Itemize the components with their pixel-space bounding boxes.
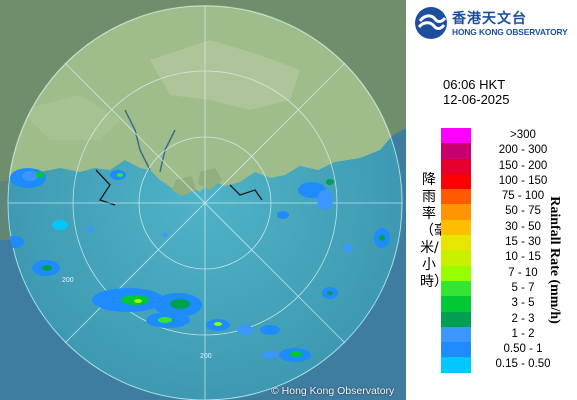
- legend-range: 3 - 5: [511, 297, 535, 310]
- observation-time: 06:06 HKT: [443, 77, 506, 92]
- legend-row: 30 - 50: [438, 219, 566, 236]
- legend-row: 10 - 15: [438, 250, 566, 266]
- legend-swatch: [441, 326, 471, 343]
- timestamp: 06:06 HKT 12-06-2025: [443, 77, 510, 107]
- legend-row: 1 - 2: [438, 326, 566, 343]
- legend-row: 15 - 30: [438, 235, 566, 251]
- radar-map: 200 200 © Hong Kong Observatory: [0, 0, 406, 400]
- legend-row: 2 - 3: [438, 311, 566, 327]
- legend-swatch: [441, 311, 471, 327]
- legend-title-english: Rainfall Rate (mm/h): [542, 175, 566, 345]
- legend-swatch: [441, 128, 471, 144]
- legend-swatch: [441, 265, 471, 281]
- legend-range: 2 - 3: [511, 312, 535, 325]
- legend-range: 5 - 7: [511, 281, 535, 294]
- legend-row: >300: [438, 128, 566, 144]
- copyright-notice: © Hong Kong Observatory: [271, 385, 395, 397]
- coastline: [95, 169, 263, 206]
- legend-range: 15 - 30: [505, 236, 541, 249]
- legend-range: 30 - 50: [505, 220, 541, 233]
- river: [124, 109, 176, 173]
- legend-range: 7 - 10: [508, 266, 538, 279]
- range-label: 200: [200, 353, 212, 360]
- radar-map-canvas: 200 200: [0, 0, 406, 400]
- legend-row: 150 - 200: [438, 158, 566, 174]
- legend-swatch: [441, 173, 471, 190]
- legend-row: 100 - 150: [438, 173, 566, 190]
- legend-row: 7 - 10: [438, 265, 566, 281]
- legend-row: 3 - 5: [438, 296, 566, 312]
- legend-range: 10 - 15: [505, 251, 541, 264]
- legend-swatch: [441, 280, 471, 297]
- legend-swatch: [441, 189, 471, 205]
- legend-swatch: [441, 296, 471, 312]
- legend-swatch: [441, 219, 471, 236]
- legend-swatch: [441, 158, 471, 174]
- legend-swatch: [441, 357, 471, 373]
- lantau-island: [172, 176, 196, 196]
- hko-logo-icon: [415, 7, 447, 39]
- range-label-west: 200: [62, 277, 74, 284]
- legend-row: 75 - 100: [438, 189, 566, 205]
- legend-row: 5 - 7: [438, 280, 566, 297]
- urban-area: [150, 40, 300, 110]
- logo-chinese-text: 香港天文台: [452, 11, 527, 27]
- legend-row: 50 - 75: [438, 204, 566, 220]
- hong-kong-island: [198, 168, 222, 190]
- legend-row: 200 - 300: [438, 143, 566, 159]
- delta-plain: [20, 95, 120, 140]
- legend-range: 75 - 100: [501, 190, 545, 203]
- legend-range: 200 - 300: [498, 144, 548, 157]
- legend-range: 0.50 - 1: [503, 343, 543, 356]
- legend-range: 50 - 75: [505, 205, 541, 218]
- legend-range: 150 - 200: [498, 159, 548, 172]
- legend-range: 0.15 - 0.50: [495, 358, 551, 371]
- logo-english-text: HONG KONG OBSERVATORY: [452, 27, 568, 37]
- legend-panel: 香港天文台 HONG KONG OBSERVATORY 06:06 HKT 12…: [406, 0, 577, 400]
- legend-row: 0.50 - 1: [438, 342, 566, 358]
- legend-range: 100 - 150: [498, 174, 548, 187]
- legend-swatch: [441, 204, 471, 220]
- legend-title-english-text: Rainfall Rate (mm/h): [547, 196, 562, 324]
- legend-title-chinese: 降雨率（毫米/小時）: [420, 172, 448, 290]
- legend-range: >300: [510, 129, 536, 141]
- legend-range: 1 - 2: [511, 327, 535, 340]
- legend-swatch: [441, 143, 471, 159]
- observatory-logo: 香港天文台 HONG KONG OBSERVATORY: [414, 6, 577, 40]
- legend-swatch: [441, 235, 471, 251]
- legend-swatch: [441, 250, 471, 266]
- legend-swatch: [441, 342, 471, 358]
- legend-row: 0.15 - 0.50: [438, 357, 566, 373]
- range-rings: [7, 5, 403, 400]
- rainfall-legend: >300 200 - 300 150 - 200 100 - 150 75 - …: [438, 128, 566, 373]
- observation-date: 12-06-2025: [443, 92, 510, 107]
